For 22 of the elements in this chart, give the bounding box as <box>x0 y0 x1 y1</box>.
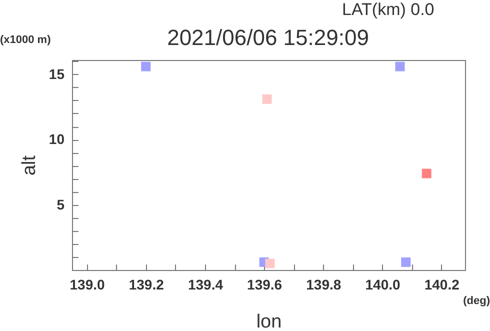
point <box>395 62 405 72</box>
y-axis-title: alt <box>18 154 40 176</box>
text: (deg) <box>463 295 490 307</box>
x-axis-title: lon <box>256 312 282 331</box>
x-tick-label: 139.8 <box>306 276 342 292</box>
point <box>265 258 275 268</box>
point <box>422 168 432 178</box>
x-tick-label: 139.6 <box>247 276 282 292</box>
x-tick-label: 140.2 <box>424 276 460 292</box>
y-tick-label: 10 <box>48 131 65 148</box>
text: LAT(km) 0.0 <box>342 0 434 19</box>
point <box>401 257 411 267</box>
x-tick-label: 139.0 <box>70 276 105 292</box>
x-tick-label: 139.4 <box>188 276 224 292</box>
point <box>141 62 151 72</box>
chart-title: 2021/06/06 15:29:09 <box>167 25 369 50</box>
y-tick-label: 5 <box>56 196 65 212</box>
x-tick-label: 140.0 <box>365 276 400 292</box>
y-tick-label: 15 <box>48 66 65 82</box>
text: (x1000 m) <box>0 34 52 46</box>
point <box>262 94 272 104</box>
x-tick-label: 139.2 <box>128 276 164 292</box>
